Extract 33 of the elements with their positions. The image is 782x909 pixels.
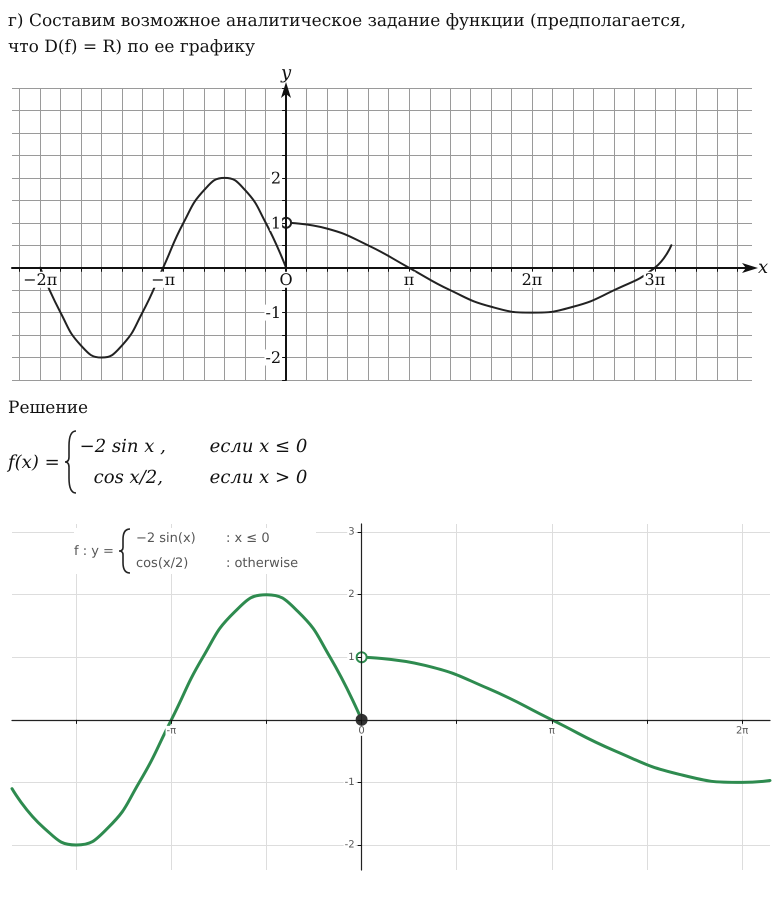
y-tick-label: -1 [344, 776, 355, 788]
x-tick-label: −π [151, 270, 176, 290]
text: Решение [8, 398, 90, 418]
text: −2 sin x , [80, 436, 167, 457]
annotation: f : y = [74, 544, 114, 558]
text: f(x) = [8, 452, 60, 472]
y-tick-label: 2 [348, 589, 355, 600]
y-tick-label: 1 [270, 213, 282, 232]
y-axis-title: y [280, 62, 292, 84]
y-tick-label: -2 [265, 348, 282, 368]
text: cos x/2, [92, 467, 164, 488]
x-tick-label: π [548, 725, 555, 736]
text: если x > 0 [210, 467, 308, 488]
x-axis-title: x [758, 257, 768, 278]
y-tick-label: 3 [348, 526, 355, 538]
x-tick-label: -π [166, 725, 176, 736]
x-tick-label: −2π [23, 270, 58, 290]
x-tick-label: 2π [736, 725, 748, 736]
y-tick-label: -1 [265, 303, 282, 322]
y-tick-label: 1 [348, 652, 355, 663]
annotation: −2 sin(x) [136, 531, 197, 546]
annotation: cos(x/2) [136, 556, 190, 571]
x-tick-label: 2π [522, 270, 542, 290]
annotation: : otherwise [226, 556, 300, 571]
x-tick-label: 0 [358, 725, 365, 736]
y-tick-label: -2 [344, 839, 355, 850]
y-tick-label: 2 [270, 168, 282, 188]
x-tick-label: π [404, 270, 414, 290]
chart-title: г) Составим возможное аналитическое задание функции (предполагается, что D(f) = R) по ее графику [8, 10, 688, 59]
text: если x ≤ 0 [210, 436, 308, 457]
annotation: : x ≤ 0 [226, 531, 271, 546]
x-tick-label: O [280, 270, 293, 290]
x-tick-label: 3π [644, 270, 666, 290]
